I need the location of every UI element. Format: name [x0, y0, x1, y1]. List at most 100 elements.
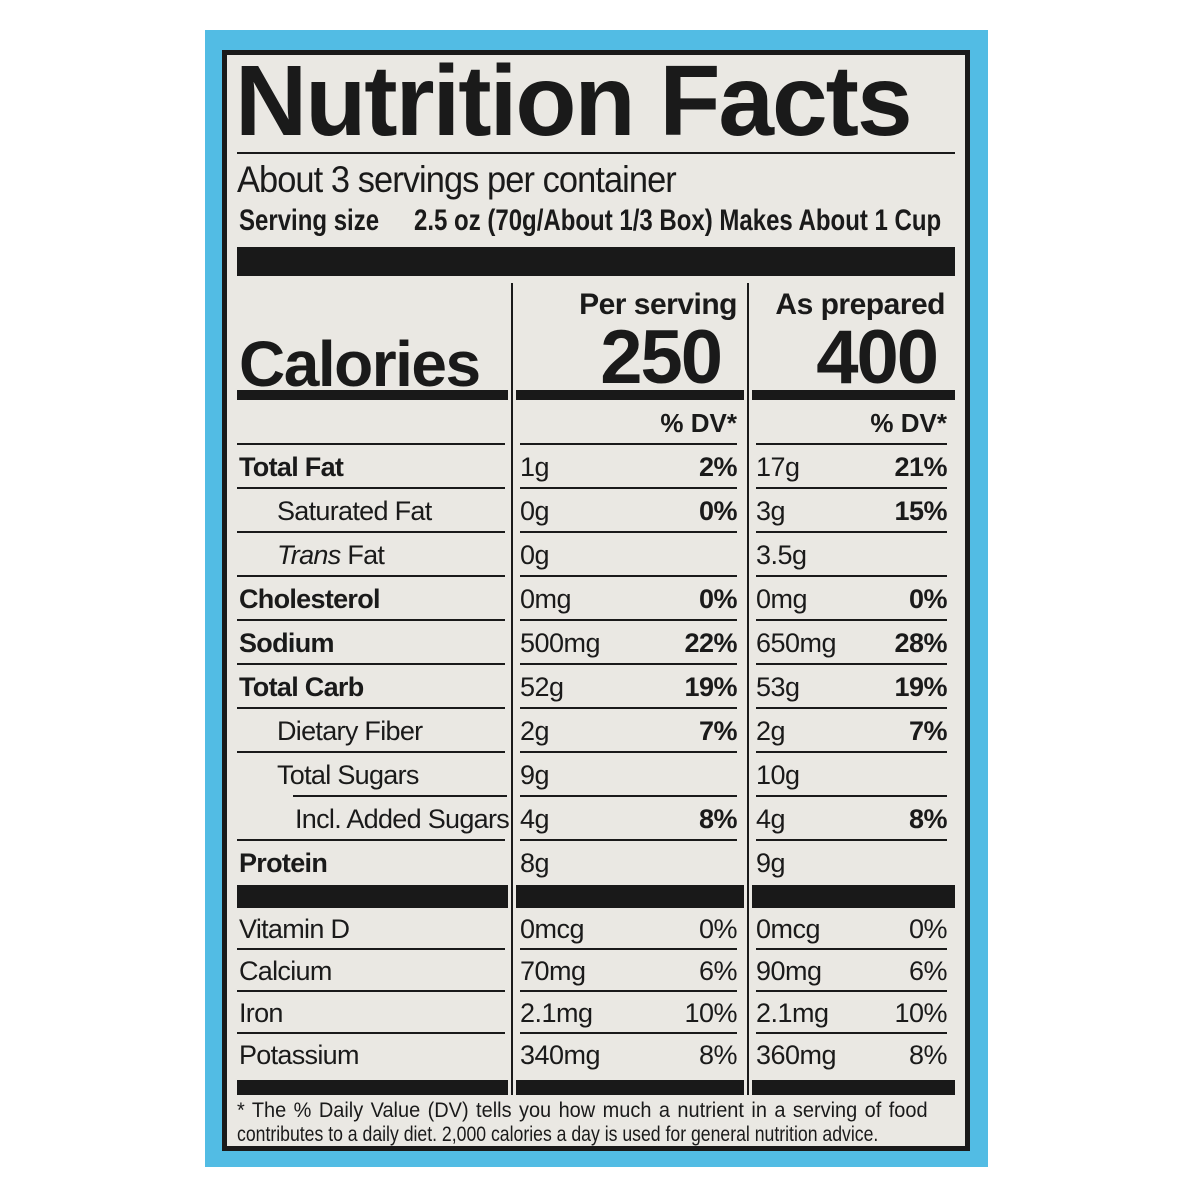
per-serving-amount: 52g [520, 671, 564, 702]
table-row: Vitamin D 0mcg 0% 0mcg 0% [237, 908, 955, 950]
as-prepared-amount: 2g [756, 715, 786, 746]
table-row: Trans Fat 0g 3.5g [237, 533, 955, 577]
label-title: Nutrition Facts [235, 45, 913, 157]
per-serving-amount: 0mcg [520, 913, 585, 944]
calories-per-serving-value: 250 [600, 315, 723, 400]
servings-per-container: About 3 servings per container [237, 159, 677, 200]
table-row: Total Carb 52g 19% 53g 19% [237, 665, 955, 709]
box-panel-background: Nutrition Facts About 3 servings per con… [205, 30, 988, 1167]
per-serving-dv: 19% [684, 671, 737, 702]
nutrient-name: Sodium [239, 627, 334, 658]
per-serving-dv: 0% [698, 913, 738, 944]
as-prepared-amount: 650mg [756, 627, 837, 658]
per-serving-amount: 2g [520, 715, 550, 746]
calories-as-prepared-value: 400 [816, 315, 939, 400]
nutrient-name: Saturated Fat [277, 495, 432, 526]
footnote-line-1: * The % Daily Value (DV) tells you how m… [237, 1099, 928, 1122]
nutrient-name: Trans Fat [277, 539, 385, 570]
per-serving-dv: 0% [698, 495, 738, 526]
per-serving-amount: 0g [520, 539, 550, 570]
per-serving-amount: 340mg [520, 1039, 601, 1070]
per-serving-amount: 9g [520, 759, 550, 790]
nutrient-name: Total Fat [239, 451, 344, 482]
as-prepared-amount: 9g [756, 847, 786, 878]
calories-label: Calories [239, 327, 481, 400]
table-row: Protein 8g 9g [237, 841, 955, 885]
as-prepared-amount: 4g [756, 803, 786, 834]
section-bar-middle [237, 885, 955, 908]
as-prepared-amount: 3.5g [756, 539, 807, 570]
as-prepared-dv: 7% [908, 715, 948, 746]
as-prepared-amount: 17g [756, 451, 800, 482]
as-prepared-dv: 28% [894, 627, 947, 658]
table-row: Potassium 340mg 8% 360mg 8% [237, 1034, 955, 1076]
per-serving-amount: 0g [520, 495, 550, 526]
as-prepared-amount: 3g [756, 495, 786, 526]
table-row: Cholesterol 0mg 0% 0mg 0% [237, 577, 955, 621]
dv-footnote: * The % Daily Value (DV) tells you how m… [237, 1099, 955, 1146]
per-serving-dv: 6% [698, 955, 738, 986]
per-serving-amount: 0mg [520, 583, 572, 614]
nutrient-name: Calcium [239, 955, 332, 986]
as-prepared-dv: 10% [894, 997, 947, 1028]
table-row: Iron 2.1mg 10% 2.1mg 10% [237, 992, 955, 1034]
as-prepared-dv: 0% [908, 583, 948, 614]
per-serving-header: Per serving [579, 288, 737, 321]
as-prepared-dv: 21% [894, 451, 947, 482]
as-prepared-dv: 8% [908, 803, 948, 834]
table-row: Sodium 500mg 22% 650mg 28% [237, 621, 955, 665]
calories-underline-bars [237, 390, 955, 400]
dv-header-as-prepared: % DV* [749, 400, 955, 445]
section-bar-top [237, 247, 955, 276]
as-prepared-dv: 15% [894, 495, 947, 526]
as-prepared-amount: 10g [756, 759, 800, 790]
dv-header-per-serving: % DV* [513, 400, 747, 445]
nutrient-rows: Total Fat 1g 2% 17g 21% Saturated Fat 0g 0%… [237, 445, 955, 885]
calories-row: Calories Per serving 250 As prepared 400 [237, 283, 955, 400]
per-serving-dv: 10% [684, 997, 737, 1028]
nutrient-name: Iron [239, 997, 283, 1028]
as-prepared-dv: 19% [894, 671, 947, 702]
table-row: Saturated Fat 0g 0% 3g 15% [237, 489, 955, 533]
nutrient-name: Protein [239, 847, 328, 878]
per-serving-amount: 4g [520, 803, 550, 834]
per-serving-dv: 2% [698, 451, 738, 482]
table-row: Dietary Fiber 2g 7% 2g 7% [237, 709, 955, 753]
nutrient-name: Total Sugars [277, 759, 419, 790]
serving-size-label: Serving size [239, 204, 380, 237]
title-divider [237, 152, 955, 154]
nutrient-name: Incl. Added Sugars [295, 803, 510, 834]
column-divider-2 [747, 283, 749, 1095]
per-serving-amount: 70mg [520, 955, 586, 986]
nutrient-name: Vitamin D [239, 913, 350, 944]
per-serving-amount: 8g [520, 847, 550, 878]
per-serving-dv: 22% [684, 627, 737, 658]
as-prepared-amount: 90mg [756, 955, 822, 986]
serving-size-row: Serving size 2.5 oz (70g/About 1/3 Box) … [237, 201, 955, 241]
as-prepared-amount: 2.1mg [756, 997, 829, 1028]
per-serving-amount: 1g [520, 451, 550, 482]
per-serving-dv: 8% [698, 1039, 738, 1070]
as-prepared-amount: 53g [756, 671, 800, 702]
as-prepared-amount: 0mcg [756, 913, 821, 944]
footnote-line-2: contributes to a daily diet. 2,000 calor… [237, 1123, 879, 1146]
serving-size-value: 2.5 oz (70g/About 1/3 Box) Makes About 1… [414, 204, 942, 237]
table-row: Incl. Added Sugars 4g 8% 4g 8% [237, 797, 955, 841]
nutrient-name: Cholesterol [239, 583, 381, 614]
per-serving-amount: 2.1mg [520, 997, 593, 1028]
as-prepared-amount: 0mg [756, 583, 808, 614]
as-prepared-header: As prepared [775, 288, 945, 321]
table-row: Calcium 70mg 6% 90mg 6% [237, 950, 955, 992]
per-serving-dv: 8% [698, 803, 738, 834]
as-prepared-dv: 6% [908, 955, 948, 986]
per-serving-dv: 0% [698, 583, 738, 614]
table-row: Total Sugars 9g 10g [237, 753, 955, 797]
daily-value-header-row: % DV* % DV* [237, 400, 955, 445]
nutrient-name: Dietary Fiber [277, 715, 423, 746]
as-prepared-dv: 0% [908, 913, 948, 944]
nutrient-name: Potassium [239, 1039, 359, 1070]
per-serving-dv: 7% [698, 715, 738, 746]
column-divider-1 [511, 283, 513, 1095]
section-bar-bottom [237, 1080, 955, 1095]
micronutrient-rows: Vitamin D 0mcg 0% 0mcg 0% Calcium 70mg 6% 9… [237, 908, 955, 1076]
